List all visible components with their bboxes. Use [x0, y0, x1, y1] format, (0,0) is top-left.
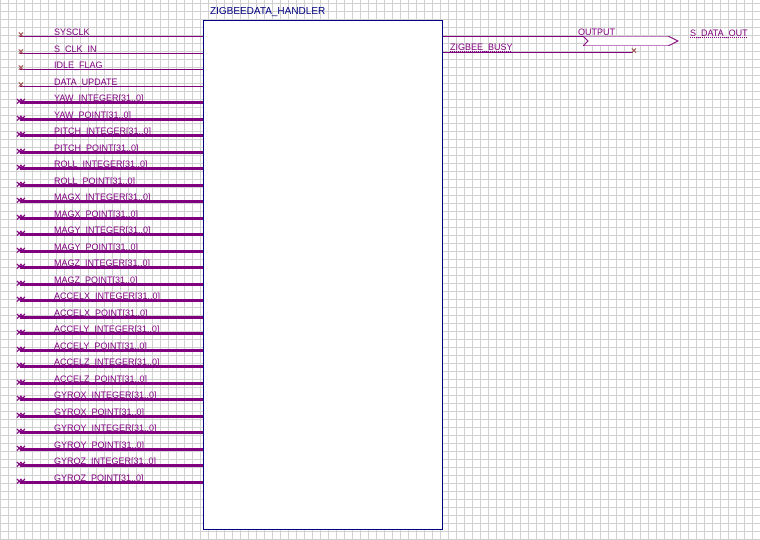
pin-data-update: ×	[18, 80, 24, 91]
net-gyroz-point-31-0-: GYROZ_POINT[31..0]	[54, 473, 144, 483]
net-magy-integer-31-0-: MAGY_INTEGER[31..0]	[54, 225, 151, 235]
pin-yaw-integer-31-0-: ××	[16, 96, 23, 108]
pin-idle-flag: ×	[18, 63, 24, 74]
pin-end-transfer: ×	[631, 46, 637, 57]
net-magx-integer-31-0-: MAGX_INTEGER[31..0]	[54, 192, 151, 202]
net-accely-integer-31-0-: ACCELY_INTEGER[31..0]	[54, 324, 159, 334]
wire-sysclk	[20, 36, 203, 37]
pin-magy-point-31-0-: ××	[16, 245, 23, 257]
pin-gyroy-point-31-0-: ××	[16, 443, 23, 455]
net-idle-flag: IDLE_FLAG	[54, 60, 103, 70]
net-gyrox-integer-31-0-: GYROX_INTEGER[31..0]	[54, 390, 157, 400]
net-accelz-point-31-0-: ACCELZ_POINT[31..0]	[54, 374, 147, 384]
net-accelx-point-31-0-: ACCELX_POINT[31..0]	[54, 308, 148, 318]
net-roll-point-31-0-: ROLL_POINT[31..0]	[54, 176, 135, 186]
net-s-data-out: S_DATA_OUT	[690, 28, 748, 38]
net-pitch-point-31-0-: PITCH_POINT[31..0]	[54, 143, 139, 153]
pin-gyroz-point-31-0-: ××	[16, 476, 23, 488]
block-title: ZIGBEEDATA_HANDLER	[210, 6, 325, 17]
pin-magy-integer-31-0-: ××	[16, 228, 23, 240]
pin-accelz-point-31-0-: ××	[16, 377, 23, 389]
net-pitch-integer-31-0-: PITCH_INTEGER[31..0]	[54, 126, 151, 136]
pin-accelx-point-31-0-: ××	[16, 311, 23, 323]
net-gyrox-point-31-0-: GYROX_POINT[31..0]	[54, 407, 144, 417]
pin-sysclk: ×	[18, 30, 24, 41]
net-magz-point-31-0-: MAGZ_POINT[31..0]	[54, 275, 138, 285]
wire-s-clk-in	[20, 53, 203, 54]
pin-pitch-point-31-0-: ××	[16, 146, 23, 158]
net-roll-integer-31-0-: ROLL_INTEGER[31..0]	[54, 159, 148, 169]
net-s-clk-in: S_CLK_IN	[54, 44, 97, 54]
net-magx-point-31-0-: MAGX_POINT[31..0]	[54, 209, 138, 219]
pin-s-clk-in: ×	[18, 47, 24, 58]
pin-accely-integer-31-0-: ××	[16, 327, 23, 339]
net-accely-point-31-0-: ACCELY_POINT[31..0]	[54, 341, 147, 351]
net-accelx-integer-31-0-: ACCELX_INTEGER[31..0]	[54, 291, 160, 301]
pin-accelz-integer-31-0-: ××	[16, 360, 23, 372]
pin-magx-integer-31-0-: ××	[16, 195, 23, 207]
net-gyroz-integer-31-0-: GYROZ_INTEGER[31..0]	[54, 456, 156, 466]
pin-accely-point-31-0-: ××	[16, 344, 23, 356]
pin-gyrox-integer-31-0-: ××	[16, 393, 23, 405]
pin-pitch-integer-31-0-: ××	[16, 129, 23, 141]
wire-s-data-out	[443, 36, 583, 37]
wire-transfer	[443, 52, 633, 53]
pin-gyroy-integer-31-0-: ××	[16, 426, 23, 438]
pin-magx-point-31-0-: ××	[16, 212, 23, 224]
pin-magz-integer-31-0-: ××	[16, 261, 23, 273]
pin-roll-point-31-0-: ××	[16, 179, 23, 191]
pin-gyroz-integer-31-0-: ××	[16, 459, 23, 471]
pin-roll-integer-31-0-: ××	[16, 162, 23, 174]
pin-gyrox-point-31-0-: ××	[16, 410, 23, 422]
pin-magz-point-31-0-: ××	[16, 278, 23, 290]
net-yaw-point-31-0-: YAW_POINT[31..0]	[54, 110, 131, 120]
net-data-update: DATA_UPDATE	[54, 77, 118, 87]
pin-accelx-integer-31-0-: ××	[16, 294, 23, 306]
net-zigbee-busy: ZIGBEE_BUSY	[450, 42, 513, 52]
net-gyroy-point-31-0-: GYROY_POINT[31..0]	[54, 440, 144, 450]
wire-idle-flag	[20, 69, 203, 70]
net-accelz-integer-31-0-: ACCELZ_INTEGER[31..0]	[54, 357, 160, 367]
net-yaw-integer-31-0-: YAW_INTEGER[31..0]	[54, 93, 144, 103]
zigbee-block	[203, 20, 443, 530]
net-gyroy-integer-31-0-: GYROY_INTEGER[31..0]	[54, 423, 157, 433]
net-magy-point-31-0-: MAGY_POINT[31..0]	[54, 242, 138, 252]
pin-yaw-point-31-0-: ××	[16, 113, 23, 125]
net-sysclk: SYSCLK	[54, 27, 90, 37]
net-magz-integer-31-0-: MAGZ_INTEGER[31..0]	[54, 258, 150, 268]
